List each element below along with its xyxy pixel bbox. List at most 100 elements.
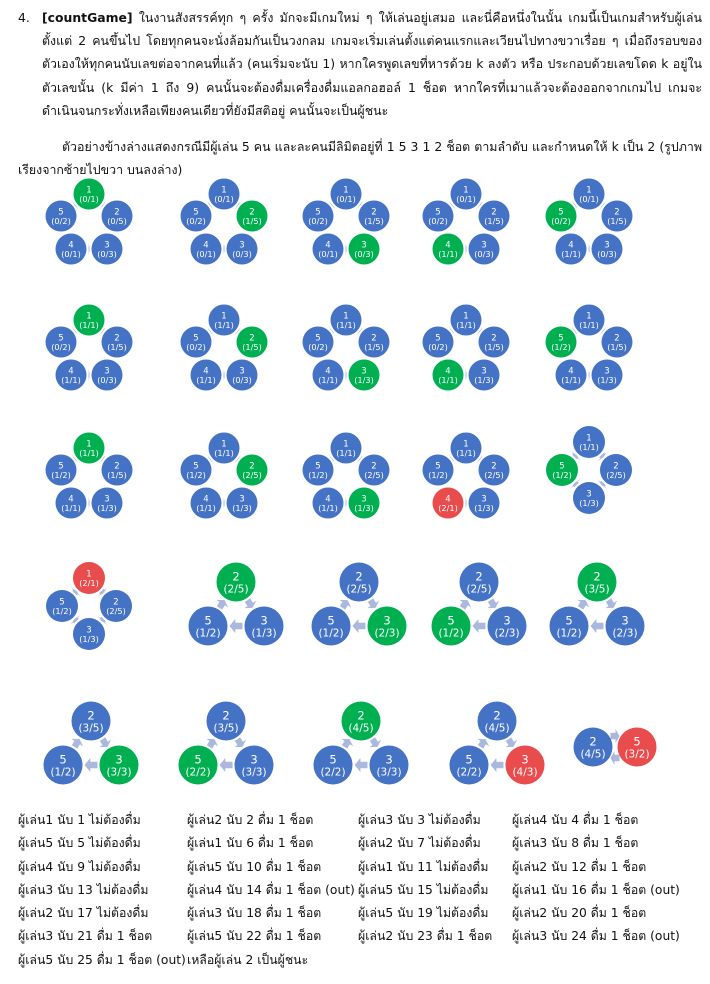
player-node: 5(0/2) [303, 201, 334, 232]
player-node: 2(1/5) [102, 327, 133, 358]
player-shots: (1/3) [474, 375, 494, 385]
player-shots: (3/3) [106, 766, 131, 778]
player-shots: (1/1) [318, 375, 338, 385]
player-shots: (4/5) [348, 722, 373, 734]
player-node: 3(0/3) [92, 360, 123, 391]
player-id: 5 [329, 752, 336, 766]
log-column-2: ผู้เล่น2 นับ 2 ดื่ม 1 ช็อต ผู้เล่น1 นับ … [187, 809, 355, 972]
player-id: 2 [493, 708, 500, 722]
game-state-diagram: 1(1/1)2(2/5)3(1/3)5(1/2) [546, 426, 632, 514]
player-node: 3(1/3) [469, 488, 500, 519]
player-shots: (1/5) [484, 216, 504, 226]
player-node: 3(2/3) [488, 607, 527, 646]
player-id: 5 [204, 613, 211, 627]
flow-arrow [466, 242, 467, 256]
player-node: 5(1/2) [46, 590, 78, 622]
flow-arrow [71, 739, 83, 749]
player-shots: (0/1) [579, 194, 599, 204]
player-node: 5(0/2) [181, 327, 212, 358]
player-node: 2(1/5) [237, 327, 268, 358]
player-shots: (1/1) [196, 503, 216, 513]
log-line: ผู้เล่น5 นับ 15 ไม่ต้องดื่ม [358, 879, 492, 902]
player-shots: (1/1) [579, 442, 599, 452]
player-shots: (1/2) [551, 342, 571, 352]
game-state-diagram: 1(1/1)2(1/5)3(1/3)4(1/1)5(0/2) [423, 305, 510, 391]
player-shots: (1/5) [607, 216, 627, 226]
player-node: 3(3/3) [370, 746, 409, 785]
game-state-diagram: 1(1/1)2(1/5)3(0/3)4(1/1)5(0/2) [181, 305, 268, 391]
player-id: 2 [357, 708, 364, 722]
player-node: 2(2/5) [217, 563, 256, 602]
flow-arrow [220, 758, 233, 772]
player-node: 5(0/2) [303, 327, 334, 358]
player-node: 1(1/1) [573, 426, 605, 458]
game-state-diagram: 2(3/5)3(3/3)5(2/2) [179, 702, 274, 785]
player-id: 5 [465, 752, 472, 766]
game-state-diagram: 1(1/1)2(1/5)3(1/3)4(1/1)5(0/2) [303, 305, 390, 391]
player-shots: (1/1) [61, 375, 81, 385]
game-state-diagram: 1(1/1)2(1/5)3(0/3)4(1/1)5(0/2) [46, 305, 133, 391]
flow-arrow [346, 496, 347, 510]
player-node: 2(2/5) [359, 455, 390, 486]
player-id: 2 [475, 569, 482, 583]
player-node: 2(1/5) [237, 201, 268, 232]
player-shots: (1/3) [232, 503, 252, 513]
player-shots: (0/1) [79, 194, 99, 204]
player-node: 5(0/2) [423, 201, 454, 232]
player-node: 2(1/5) [102, 455, 133, 486]
flow-arrow [224, 496, 225, 510]
player-shots: (2/3) [374, 627, 399, 639]
log-line: ผู้เล่น1 นับ 16 ดื่ม 1 ช็อต (out) [512, 879, 680, 902]
flow-arrow [611, 751, 620, 765]
player-node: 2(2/5) [340, 563, 379, 602]
player-shots: (0/1) [336, 194, 356, 204]
player-id: 5 [633, 734, 640, 748]
log-line: ผู้เล่น3 นับ 24 ดื่ม 1 ช็อต (out) [512, 925, 680, 948]
player-node: 3(1/3) [573, 482, 605, 514]
flow-arrow [230, 619, 243, 633]
player-shots: (1/5) [107, 342, 127, 352]
player-node: 3(3/3) [100, 746, 139, 785]
game-state-diagram: 2(4/5) 3(3/3) 5(2/2) [314, 702, 409, 785]
player-node: 3(0/3) [349, 234, 380, 265]
player-shots: (2/5) [242, 470, 262, 480]
player-node: 5(2/2) [314, 746, 353, 785]
player-node: 4(0/1) [56, 234, 87, 265]
player-node: 3(3/3) [235, 746, 274, 785]
player-node: 1(1/1) [331, 433, 362, 464]
player-shots: (1/2) [438, 627, 463, 639]
flow-arrow [99, 737, 111, 747]
player-shots: (0/3) [97, 375, 117, 385]
player-shots: (1/1) [79, 448, 99, 458]
player-node: 4(1/1) [313, 488, 344, 519]
flow-arrow [339, 600, 351, 610]
game-state-diagram: 1(1/1)2(2/5)3(1/3)4(2/1)5(1/2) [423, 433, 510, 519]
player-node: 4(1/1) [56, 488, 87, 519]
player-shots: (1/5) [364, 216, 384, 226]
player-shots: (1/5) [484, 342, 504, 352]
flow-arrow [89, 242, 90, 256]
player-shots: (4/5) [484, 722, 509, 734]
player-id: 3 [260, 613, 267, 627]
player-node: 4(1/1) [556, 234, 587, 265]
player-node: 3(2/3) [606, 607, 645, 646]
player-node: 1(1/1) [451, 433, 482, 464]
player-node: 3(1/3) [73, 618, 105, 650]
player-node: 3(1/3) [469, 360, 500, 391]
player-shots: (1/2) [556, 627, 581, 639]
player-node: 1(1/1) [209, 433, 240, 464]
player-shots: (1/2) [552, 470, 572, 480]
player-node: 2(4/5) [574, 728, 613, 767]
log-line: ผู้เล่น1 นับ 1 ไม่ต้องดื่ม [18, 809, 186, 832]
player-node: 4(0/1) [191, 234, 222, 265]
game-state-diagram: 2(2/5)3(2/3)5(1/2) [432, 563, 527, 646]
flow-arrow [353, 619, 366, 633]
player-node: 1(0/1) [574, 179, 605, 210]
log-line: ผู้เล่น5 นับ 25 ดื่ม 1 ช็อต (out) [18, 949, 186, 972]
player-id: 3 [621, 613, 628, 627]
player-node: 3(1/3) [349, 360, 380, 391]
player-shots: (0/2) [308, 342, 328, 352]
flow-arrow [611, 729, 620, 743]
player-shots: (2/1) [79, 578, 99, 588]
player-shots: (0/2) [308, 216, 328, 226]
